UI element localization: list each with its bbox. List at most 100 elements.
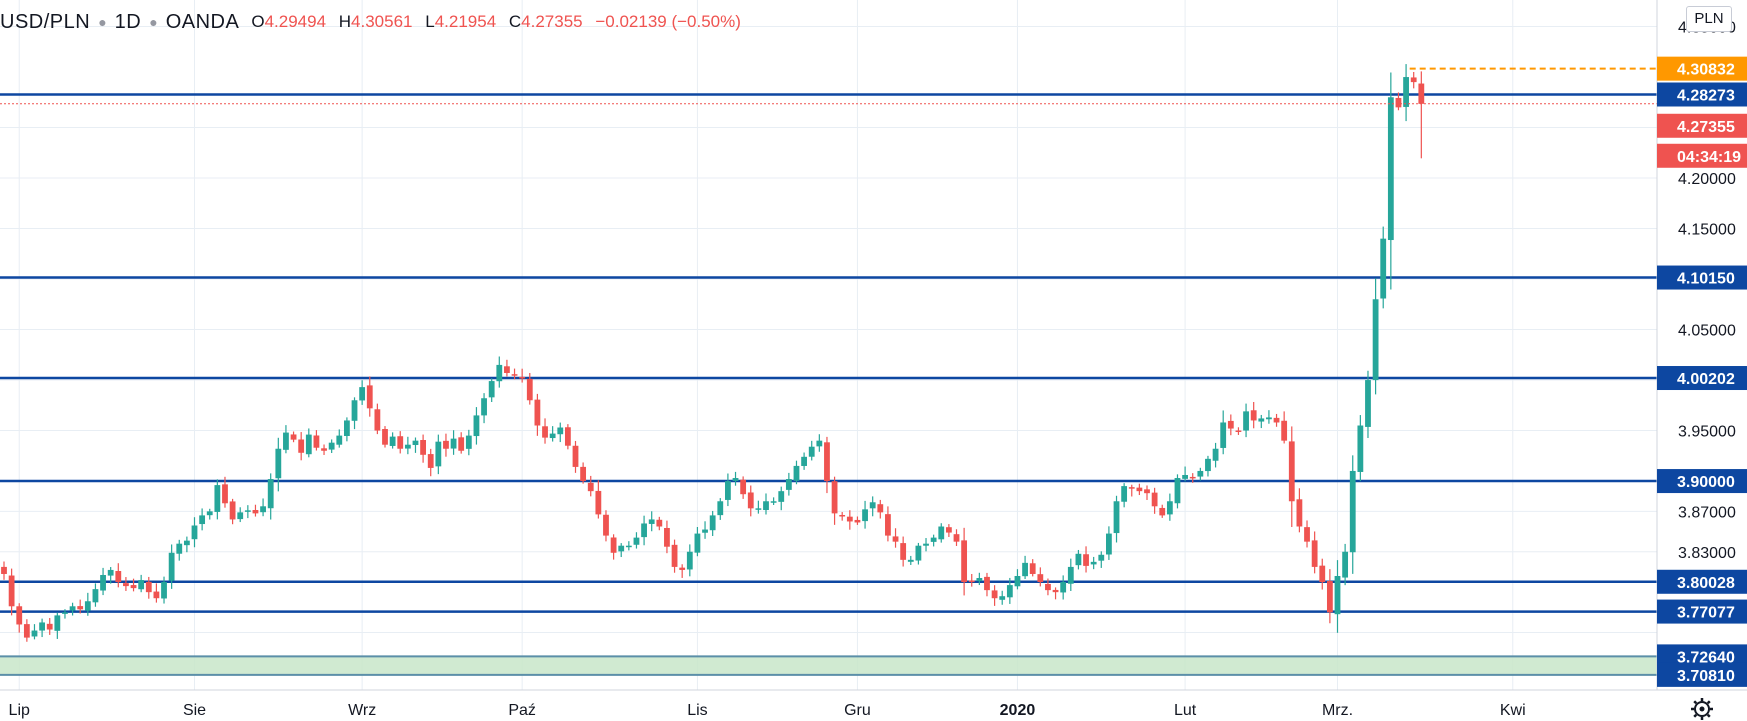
separator-dot-icon: ● bbox=[98, 14, 107, 30]
candle bbox=[1349, 455, 1356, 574]
candle-body bbox=[534, 399, 541, 426]
candle bbox=[389, 432, 396, 449]
high-badge-text: 4.30832 bbox=[1677, 62, 1735, 79]
time-tick-label: Wrz bbox=[348, 702, 376, 719]
candle-body bbox=[130, 585, 137, 589]
candle bbox=[580, 462, 587, 484]
candle bbox=[534, 393, 541, 436]
level-badge: 3.80028 bbox=[1657, 569, 1747, 594]
candle bbox=[526, 373, 533, 405]
price-tick-label: 4.15000 bbox=[1678, 222, 1736, 239]
candle bbox=[435, 434, 442, 475]
candle-body bbox=[686, 551, 693, 570]
level-badge-text: 4.28273 bbox=[1677, 88, 1735, 105]
candle-body bbox=[1212, 448, 1219, 461]
candle-body bbox=[694, 533, 701, 553]
symbol-name[interactable]: USD/PLN bbox=[0, 10, 91, 33]
candle bbox=[1266, 410, 1272, 424]
level-badge-box bbox=[1657, 366, 1747, 391]
candle bbox=[1189, 473, 1196, 483]
candle-body bbox=[31, 630, 38, 637]
candle-body bbox=[839, 514, 846, 517]
high-badge-box bbox=[1657, 56, 1747, 81]
candle bbox=[115, 563, 122, 588]
candle bbox=[816, 434, 823, 452]
candle-body bbox=[885, 514, 891, 536]
candle bbox=[1098, 551, 1105, 568]
candle bbox=[473, 407, 480, 445]
candle bbox=[717, 498, 724, 520]
interval-label[interactable]: 1D bbox=[114, 10, 142, 33]
level-badge-box bbox=[1657, 82, 1747, 107]
candle-body bbox=[816, 440, 823, 447]
candle bbox=[976, 572, 983, 586]
candle-body bbox=[153, 591, 160, 599]
candle-body bbox=[382, 429, 388, 445]
currency-button[interactable]: PLN bbox=[1686, 6, 1732, 32]
candle bbox=[92, 583, 99, 607]
candle-body bbox=[961, 540, 968, 583]
candle bbox=[1166, 493, 1173, 521]
candle-body bbox=[778, 491, 785, 502]
candle-body bbox=[39, 622, 45, 631]
candle-body bbox=[610, 537, 617, 553]
candle-body bbox=[793, 465, 800, 481]
candle-body bbox=[267, 479, 274, 509]
candle-body bbox=[648, 519, 655, 524]
candle bbox=[1243, 403, 1249, 438]
countdown-badge: 04:34:19 bbox=[1657, 143, 1747, 168]
candle-body bbox=[549, 433, 556, 439]
candle bbox=[1372, 278, 1379, 395]
candle bbox=[1174, 474, 1181, 509]
candle-body bbox=[1380, 238, 1387, 299]
candle-body bbox=[244, 510, 251, 512]
candle-body bbox=[298, 439, 305, 453]
candle-body bbox=[1296, 499, 1303, 527]
candle bbox=[1, 561, 7, 580]
candle-body bbox=[511, 374, 518, 376]
ohlc-values: O4.29494 H4.30561 L4.21954 C4.27355 −0.0… bbox=[251, 12, 749, 32]
candle-body bbox=[92, 589, 99, 603]
candle bbox=[427, 448, 434, 477]
settings-gear-icon[interactable] bbox=[1691, 698, 1713, 720]
price-axis-badges: 4.28273 4.10150 4.00202 3.90000 3.80028 3.770… bbox=[1657, 56, 1747, 687]
candle-body bbox=[557, 427, 564, 435]
price-tick-label: 3.87000 bbox=[1678, 504, 1736, 521]
candle bbox=[397, 431, 404, 454]
candle bbox=[603, 510, 609, 542]
candle-body bbox=[1045, 583, 1051, 591]
candle bbox=[107, 567, 114, 584]
candle-body bbox=[801, 456, 807, 466]
candle-body bbox=[542, 426, 548, 438]
candle-body bbox=[275, 448, 282, 479]
candle bbox=[465, 429, 472, 456]
low-value: 4.21954 bbox=[434, 12, 497, 31]
candle-body bbox=[359, 387, 366, 401]
candle-body bbox=[328, 442, 335, 450]
candle bbox=[1113, 495, 1120, 543]
candle-body bbox=[633, 537, 640, 545]
candle bbox=[542, 418, 548, 444]
candle-body bbox=[404, 444, 411, 449]
candle bbox=[404, 436, 411, 455]
candle-body bbox=[1098, 554, 1105, 561]
candle bbox=[1197, 467, 1204, 481]
candle bbox=[1296, 488, 1303, 533]
level-badge-text: 3.70810 bbox=[1677, 668, 1735, 685]
candle bbox=[1144, 485, 1150, 500]
candle-body bbox=[755, 508, 762, 510]
candle-body bbox=[1075, 553, 1082, 566]
time-tick-label: Lip bbox=[9, 702, 30, 719]
candle bbox=[168, 544, 175, 589]
time-axis[interactable]: Lip Sie Wrz Paź Lis Gru 2020 Lut Mrz. Kwi bbox=[0, 689, 1747, 721]
candle-body bbox=[54, 615, 61, 631]
candle bbox=[1311, 531, 1318, 574]
candle bbox=[321, 444, 327, 455]
candle-body bbox=[374, 409, 381, 431]
candle-body bbox=[496, 364, 503, 382]
candle bbox=[587, 475, 594, 497]
candle-body bbox=[1128, 487, 1135, 489]
candle-body bbox=[1311, 540, 1318, 567]
candle bbox=[260, 498, 266, 517]
